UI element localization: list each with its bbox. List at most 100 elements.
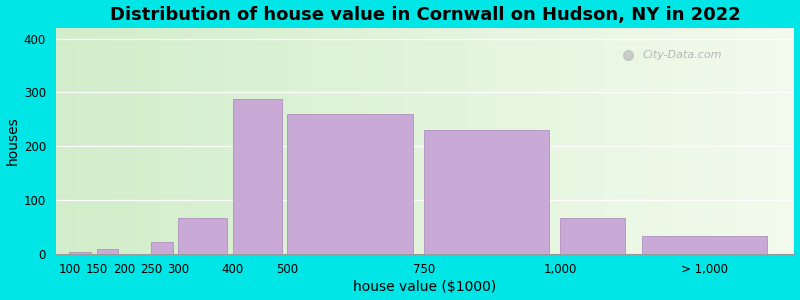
Bar	[410, 28, 418, 254]
Bar	[344, 28, 351, 254]
Bar	[366, 28, 374, 254]
Bar	[521, 28, 529, 254]
Bar	[178, 218, 227, 254]
Bar	[610, 28, 617, 254]
Bar	[63, 28, 70, 254]
Bar	[144, 28, 152, 254]
Bar	[433, 28, 440, 254]
Bar	[78, 28, 86, 254]
Bar	[97, 249, 118, 254]
Bar	[625, 28, 632, 254]
Bar	[86, 28, 93, 254]
Bar	[418, 28, 425, 254]
Bar	[233, 99, 282, 254]
Bar	[684, 28, 691, 254]
Bar	[388, 28, 395, 254]
Bar	[189, 28, 196, 254]
Bar	[787, 28, 794, 254]
Bar	[292, 28, 299, 254]
Bar	[211, 28, 218, 254]
Bar	[543, 28, 550, 254]
Bar	[506, 28, 514, 254]
Bar	[425, 28, 433, 254]
Text: City-Data.com: City-Data.com	[643, 50, 722, 60]
Bar	[470, 28, 477, 254]
Bar	[329, 28, 337, 254]
Y-axis label: houses: houses	[6, 116, 19, 165]
Bar	[307, 28, 314, 254]
Bar	[100, 28, 107, 254]
Bar	[299, 28, 307, 254]
Bar	[514, 28, 521, 254]
Title: Distribution of house value in Cornwall on Hudson, NY in 2022: Distribution of house value in Cornwall …	[110, 6, 741, 24]
Bar	[240, 28, 248, 254]
Bar	[550, 28, 558, 254]
Bar	[728, 28, 735, 254]
Bar	[587, 28, 595, 254]
Bar	[233, 28, 240, 254]
Bar	[403, 28, 410, 254]
Bar	[742, 28, 750, 254]
Bar	[499, 28, 506, 254]
Bar	[122, 28, 130, 254]
Bar	[107, 28, 114, 254]
Bar	[632, 28, 639, 254]
Bar	[580, 28, 587, 254]
Bar	[151, 242, 173, 254]
Bar	[159, 28, 166, 254]
Bar	[713, 28, 721, 254]
Bar	[137, 28, 144, 254]
Bar	[248, 28, 255, 254]
Bar	[114, 28, 122, 254]
Bar	[750, 28, 758, 254]
Bar	[721, 28, 728, 254]
Bar	[337, 28, 344, 254]
Bar	[639, 28, 646, 254]
Bar	[529, 28, 536, 254]
X-axis label: house value ($1000): house value ($1000)	[354, 280, 497, 294]
Bar	[780, 28, 787, 254]
Bar	[70, 253, 91, 254]
Bar	[595, 28, 602, 254]
Bar	[447, 28, 454, 254]
Bar	[166, 28, 174, 254]
Bar	[270, 28, 278, 254]
Bar	[646, 28, 654, 254]
Bar	[152, 28, 159, 254]
Bar	[182, 28, 189, 254]
Bar	[654, 28, 662, 254]
Bar	[440, 28, 447, 254]
Bar	[424, 130, 549, 254]
Bar	[454, 28, 462, 254]
Bar	[351, 28, 358, 254]
Bar	[226, 28, 233, 254]
Bar	[462, 28, 470, 254]
Bar	[558, 28, 566, 254]
Bar	[196, 28, 203, 254]
Bar	[381, 28, 388, 254]
Bar	[395, 28, 403, 254]
Bar	[477, 28, 484, 254]
Bar	[676, 28, 684, 254]
Bar	[285, 28, 292, 254]
Bar	[536, 28, 543, 254]
Bar	[287, 114, 413, 254]
Bar	[218, 28, 226, 254]
Bar	[662, 28, 669, 254]
Bar	[203, 28, 211, 254]
Bar	[70, 28, 78, 254]
Bar	[758, 28, 765, 254]
Bar	[484, 28, 491, 254]
Bar	[669, 28, 676, 254]
Bar	[573, 28, 580, 254]
Bar	[642, 236, 767, 254]
Bar	[698, 28, 706, 254]
Bar	[262, 28, 270, 254]
Bar	[130, 28, 137, 254]
Bar	[93, 28, 100, 254]
Bar	[765, 28, 772, 254]
Bar	[691, 28, 698, 254]
Bar	[56, 28, 63, 254]
Bar	[735, 28, 742, 254]
Bar	[374, 28, 381, 254]
